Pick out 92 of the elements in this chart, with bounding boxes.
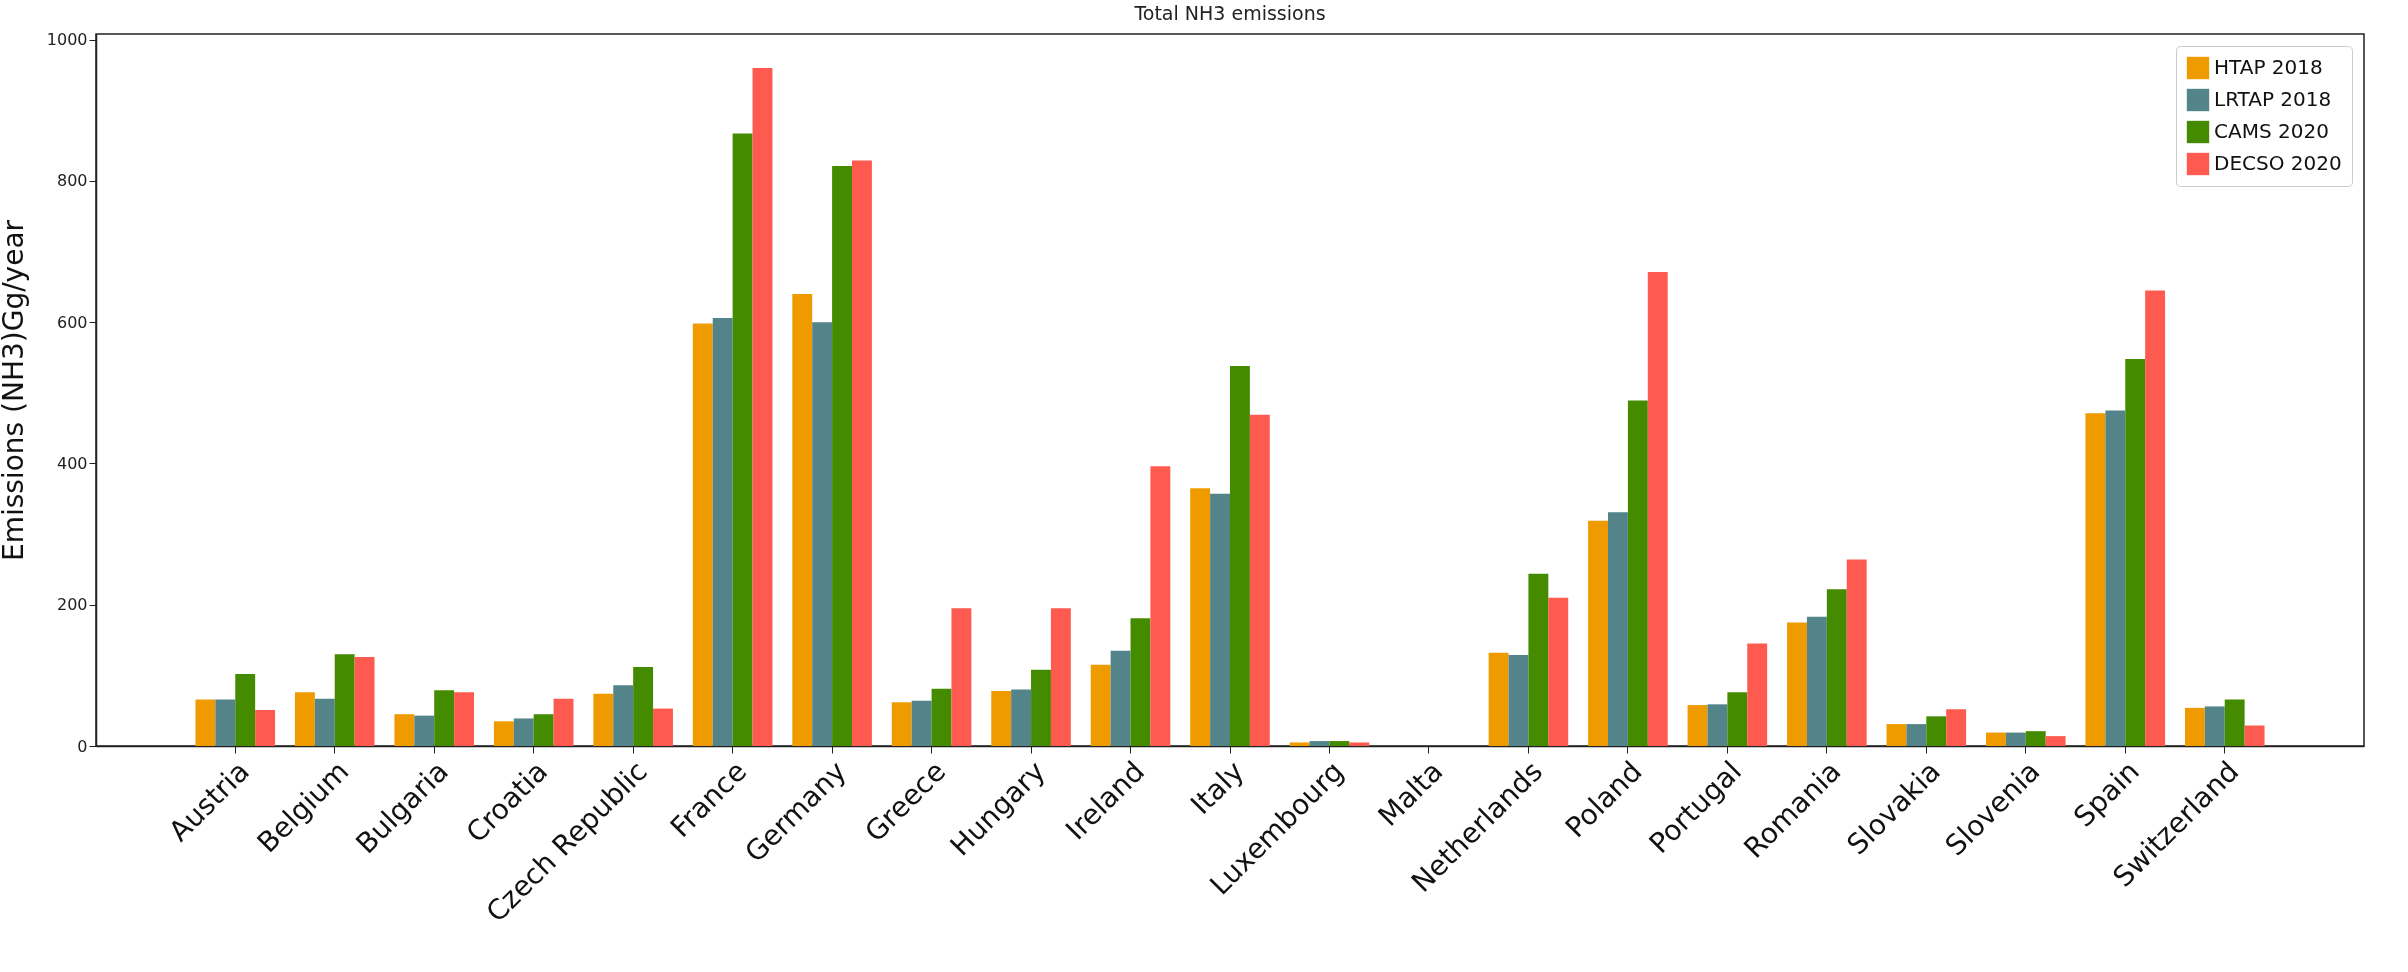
bar — [633, 666, 654, 746]
bar — [951, 608, 972, 746]
chart-title: Total NH3 emissions — [1133, 1, 1326, 24]
bar — [2145, 290, 2166, 746]
bar — [1011, 689, 1032, 746]
bar — [1210, 493, 1230, 746]
legend-label: CAMS 2020 — [2214, 119, 2329, 143]
bar — [1946, 709, 1967, 746]
legend-label: LRTAP 2018 — [2214, 87, 2332, 111]
bar — [1826, 589, 1847, 746]
bar — [1110, 650, 1131, 746]
bar — [1627, 400, 1648, 746]
y-tick-label: 800 — [56, 171, 88, 191]
bar — [1986, 732, 2006, 746]
bar — [1647, 272, 1668, 746]
bar — [1050, 608, 1071, 746]
legend-label: HTAP 2018 — [2214, 55, 2323, 79]
bar — [255, 709, 276, 746]
bar — [513, 718, 534, 746]
bar — [434, 690, 455, 746]
bar — [852, 160, 872, 746]
bar — [1846, 559, 1867, 746]
bar — [2025, 731, 2046, 746]
bar — [1588, 520, 1608, 746]
bar — [2045, 736, 2066, 746]
bar — [1488, 652, 1509, 746]
bar — [752, 67, 773, 746]
bar — [1150, 466, 1171, 746]
bar — [991, 690, 1012, 746]
bar — [2085, 413, 2106, 746]
bar — [2204, 706, 2225, 746]
legend-label: DECSO 2020 — [2214, 151, 2342, 175]
bar — [911, 700, 932, 746]
bar — [454, 692, 474, 746]
y-tick-label: 600 — [56, 312, 88, 332]
bar — [1727, 692, 1748, 746]
y-tick-label: 0 — [77, 736, 88, 756]
bar — [2105, 410, 2126, 746]
y-tick-label: 400 — [56, 453, 88, 473]
y-axis-title: Emissions (NH3)Gg/year — [0, 219, 30, 562]
bar — [1230, 365, 1250, 746]
bar — [215, 699, 236, 746]
bar — [1906, 724, 1927, 746]
bar — [653, 708, 673, 746]
bar — [294, 692, 315, 746]
bar — [2224, 699, 2245, 746]
bar — [334, 654, 355, 746]
bar — [832, 166, 852, 746]
bar — [593, 693, 614, 746]
bar — [1747, 643, 1768, 746]
bar — [195, 699, 216, 746]
bar — [2184, 707, 2205, 746]
bar — [1548, 597, 1569, 746]
bar — [692, 323, 713, 746]
bar — [1687, 705, 1708, 746]
bar — [2125, 358, 2146, 746]
bar — [613, 685, 634, 746]
bar — [1289, 742, 1310, 746]
bar — [354, 657, 375, 746]
bar — [812, 322, 833, 746]
bar — [2244, 725, 2265, 746]
bar — [1249, 414, 1270, 746]
bar — [1031, 669, 1051, 746]
bar — [1090, 664, 1111, 746]
bar — [1926, 716, 1947, 746]
bar — [732, 133, 753, 746]
bar — [1508, 654, 1529, 746]
bar — [1886, 724, 1907, 746]
bar — [533, 714, 554, 746]
bar — [414, 715, 435, 746]
bar — [1608, 512, 1628, 746]
bar — [1349, 742, 1370, 746]
bar — [1707, 704, 1728, 746]
y-tick-label: 200 — [56, 595, 88, 615]
bar — [1329, 741, 1350, 746]
bar — [891, 702, 912, 746]
bar — [1130, 618, 1151, 746]
y-tick-label: 1000 — [46, 30, 88, 50]
bar — [553, 698, 574, 746]
bar — [792, 293, 813, 746]
bar — [235, 673, 256, 746]
bar — [2005, 732, 2026, 746]
bar — [493, 721, 514, 746]
bar — [1309, 741, 1330, 746]
bar — [712, 317, 733, 746]
bar — [1190, 488, 1211, 746]
bar — [314, 698, 335, 746]
bar — [931, 688, 952, 746]
bar — [394, 714, 415, 746]
bar — [1806, 616, 1827, 746]
bar — [1528, 573, 1549, 746]
bar — [1787, 622, 1807, 746]
